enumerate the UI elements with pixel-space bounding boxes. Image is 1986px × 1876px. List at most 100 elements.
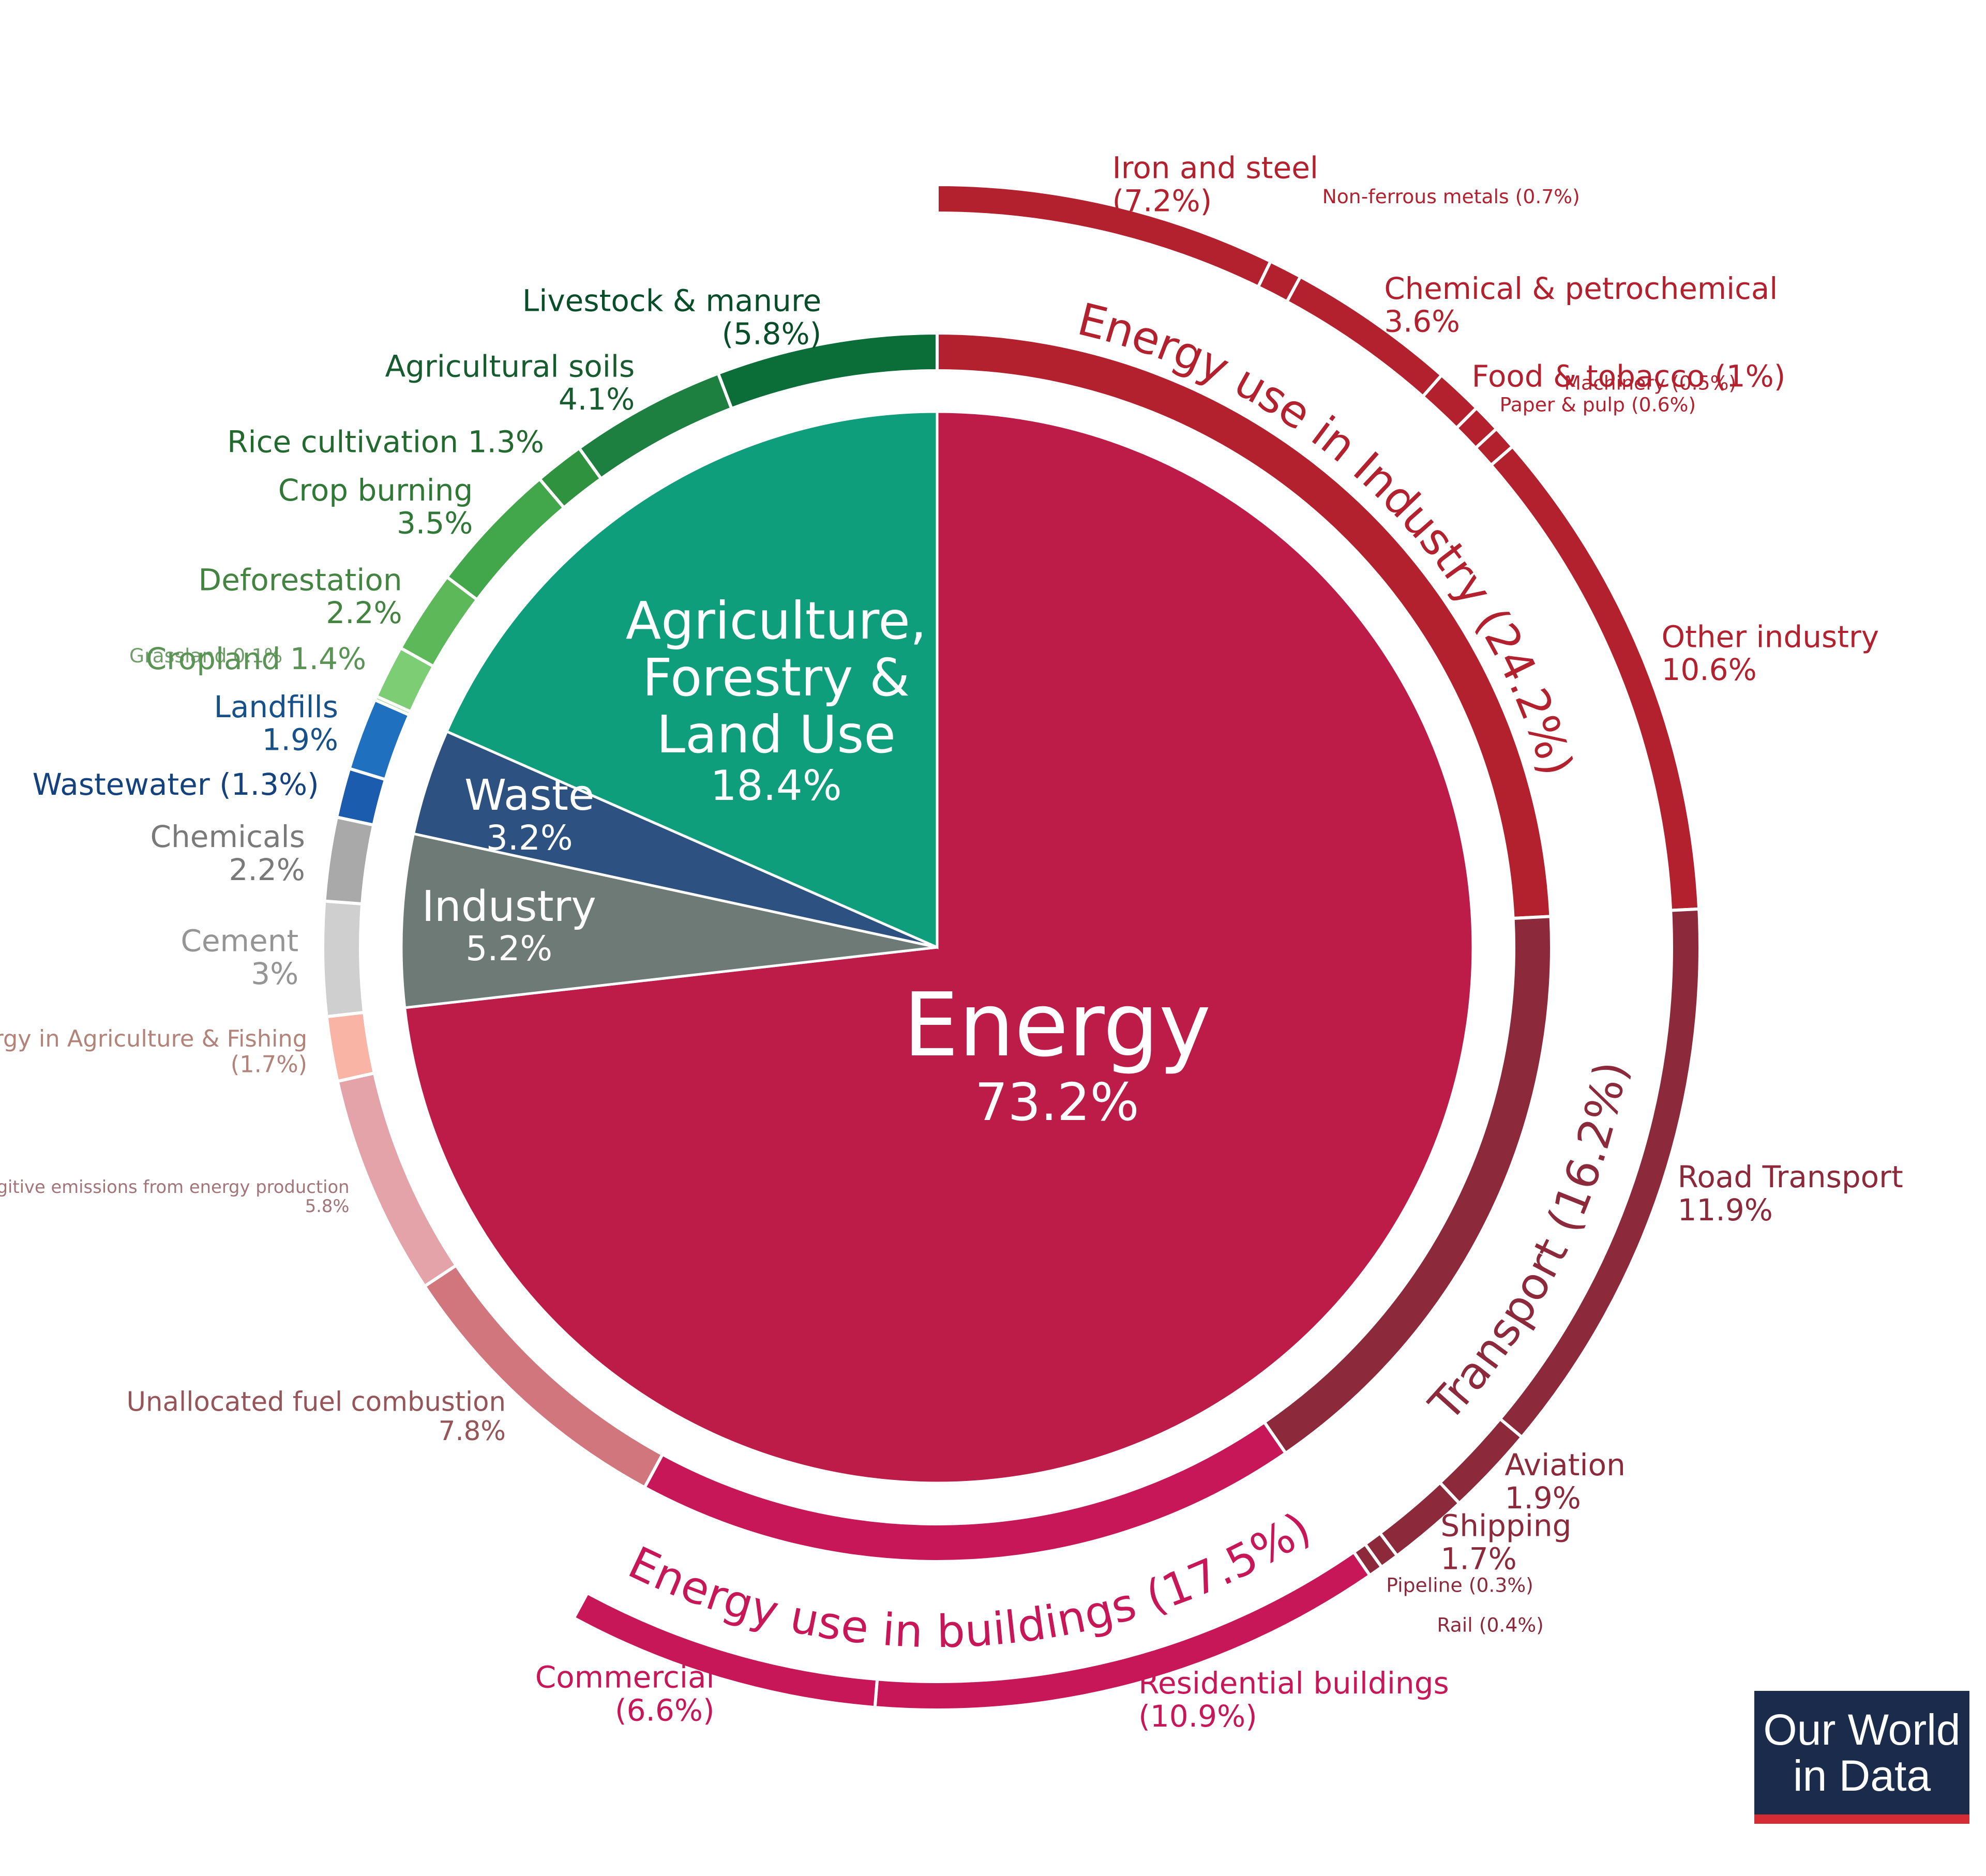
segment-value: (0.7%) xyxy=(1515,185,1580,207)
segment-value: 11.9% xyxy=(1678,1192,1773,1228)
segment-label: Aviation 1.9% xyxy=(1504,1447,1625,1516)
segment-label: Road Transport 11.9% xyxy=(1678,1159,1903,1228)
segment-label: Iron and steel (7.2%) xyxy=(1112,150,1318,219)
segment-value: 1.9% xyxy=(1504,1480,1581,1516)
segment-name: Iron and steel xyxy=(1112,150,1318,186)
logo-line: Our World xyxy=(1763,1705,1961,1754)
segment-label: Deforestation 2.2% xyxy=(199,562,402,630)
segment-name: Deforestation xyxy=(199,562,402,597)
segment-label: Pipeline (0.3%) xyxy=(1386,1574,1533,1596)
segment-value: 3.6% xyxy=(1384,304,1460,339)
pie-slice xyxy=(400,832,938,1009)
segment-name: Crop burning xyxy=(278,473,473,508)
segment-label: Cropland 1.4% xyxy=(146,641,366,676)
segment-name: Chemicals xyxy=(151,819,305,854)
segment-name: Agricultural soils xyxy=(385,349,635,384)
segment-value: 2.2% xyxy=(229,852,305,887)
pie-label: Agriculture, Forestry & Land Use 18.4% xyxy=(590,556,962,845)
segment-name: Unallocated fuel combustion xyxy=(127,1387,506,1418)
pie-value: 5.2% xyxy=(465,929,553,969)
segment-name: Residential buildings xyxy=(1138,1666,1449,1701)
segment-value: 1.4% xyxy=(290,641,366,676)
segment-value: 2.2% xyxy=(326,595,402,630)
segment-label: Grassland 0.1% xyxy=(129,644,282,667)
segment-value: (1%) xyxy=(1714,358,1785,394)
segment-name: Wastewater xyxy=(33,767,210,802)
segment-label: Fugitive emissions from energy productio… xyxy=(0,1176,350,1216)
segment-value: (0.5%) xyxy=(1672,371,1736,394)
segment-label: Unallocated fuel combustion 7.8% xyxy=(127,1387,506,1447)
segment-label: Cement 3% xyxy=(180,923,298,991)
segment-value: (5.8%) xyxy=(722,316,822,351)
segment-label: Energy in Agriculture & Fishing(1.7%) xyxy=(0,1025,307,1078)
pie-label: Waste 3.2% xyxy=(343,670,716,960)
segment-name: Rice cultivation xyxy=(227,425,458,460)
segment-name: Other industry xyxy=(1661,619,1879,655)
segment-label: Crop burning 3.5% xyxy=(278,473,473,541)
segment-label: Livestock & manure (5.8%) xyxy=(522,283,821,352)
segment-name: Energy in Agriculture & Fishing xyxy=(0,1025,307,1052)
segment-value: 5.8% xyxy=(305,1196,350,1216)
segment-label: Food & tobacco (1%) xyxy=(1472,358,1786,394)
segment-label: Rice cultivation 1.3% xyxy=(227,425,544,460)
logo: Our World in Data xyxy=(1754,1691,1969,1824)
segment-value: 3% xyxy=(251,956,298,991)
segment-value: (10.9%) xyxy=(1138,1699,1257,1734)
segment-name: Road Transport xyxy=(1678,1159,1903,1194)
segment-value: (1.7%) xyxy=(231,1051,307,1078)
segment-label: Rail (0.4%) xyxy=(1437,1613,1544,1636)
segment-value: 1.7% xyxy=(1440,1541,1516,1576)
segment-label: Chemical & petrochemical 3.6% xyxy=(1384,271,1778,339)
pie-name: Waste xyxy=(464,771,595,821)
segment-value: 0.1% xyxy=(233,644,282,667)
segment-name: Grassland xyxy=(129,644,227,667)
logo-line: in Data xyxy=(1793,1751,1931,1800)
segment-name: Landfills xyxy=(214,689,338,724)
pie-value: 3.2% xyxy=(486,818,573,858)
segment-label: Chemicals 2.2% xyxy=(151,819,305,887)
pie-name: Industry xyxy=(422,882,596,931)
segment-value: (1.3%) xyxy=(219,767,319,802)
segment-value: 3.5% xyxy=(397,506,473,541)
segment-label: Landfills 1.9% xyxy=(214,689,338,758)
pie-label: Energy 73.2% xyxy=(824,910,1290,1199)
segment-value: (0.3%) xyxy=(1469,1574,1533,1596)
segment-name: Chemical & petrochemical xyxy=(1384,271,1778,306)
segment-name: Non-ferrous metals xyxy=(1322,185,1509,207)
segment-name: Food & tobacco xyxy=(1472,358,1705,394)
segment-name: Cropland xyxy=(146,641,281,676)
pie-label: Industry 5.2% xyxy=(323,781,695,1070)
segment-value: 10.6% xyxy=(1661,652,1756,687)
segment-name: Fugitive emissions from energy productio… xyxy=(0,1176,350,1197)
segment-label: Commercial (6.6%) xyxy=(535,1660,715,1728)
segment-label: Other industry 10.6% xyxy=(1661,619,1879,688)
segment-value: 7.8% xyxy=(439,1416,506,1447)
segment-label: Machinery (0.5%) xyxy=(1564,371,1736,394)
segment-value: (0.6%) xyxy=(1631,393,1696,416)
segment-label: Non-ferrous metals (0.7%) xyxy=(1322,185,1580,207)
segment-name: Paper & pulp xyxy=(1500,393,1625,416)
segment-value: (6.6%) xyxy=(615,1692,715,1728)
segment-label: Shipping 1.7% xyxy=(1440,1508,1571,1577)
segment-name: Aviation xyxy=(1504,1447,1625,1482)
segment-name: Rail xyxy=(1437,1613,1472,1636)
segment-label: Wastewater (1.3%) xyxy=(33,767,319,802)
pie-value: 18.4% xyxy=(710,761,842,810)
segment-name: Pipeline xyxy=(1386,1574,1463,1596)
segment-name: Machinery xyxy=(1564,371,1665,394)
segment-name: Cement xyxy=(180,923,298,958)
pie-name: Agriculture, Forestry & Land Use xyxy=(625,590,927,765)
segment-label: Agricultural soils 4.1% xyxy=(385,349,635,417)
segment-value: 1.3% xyxy=(468,425,544,460)
pie-value: 73.2% xyxy=(974,1072,1139,1133)
outer-segment xyxy=(936,183,1273,289)
ring-segment xyxy=(716,331,939,411)
pie-slice xyxy=(403,410,1475,1485)
segment-value: (7.2%) xyxy=(1112,183,1212,218)
